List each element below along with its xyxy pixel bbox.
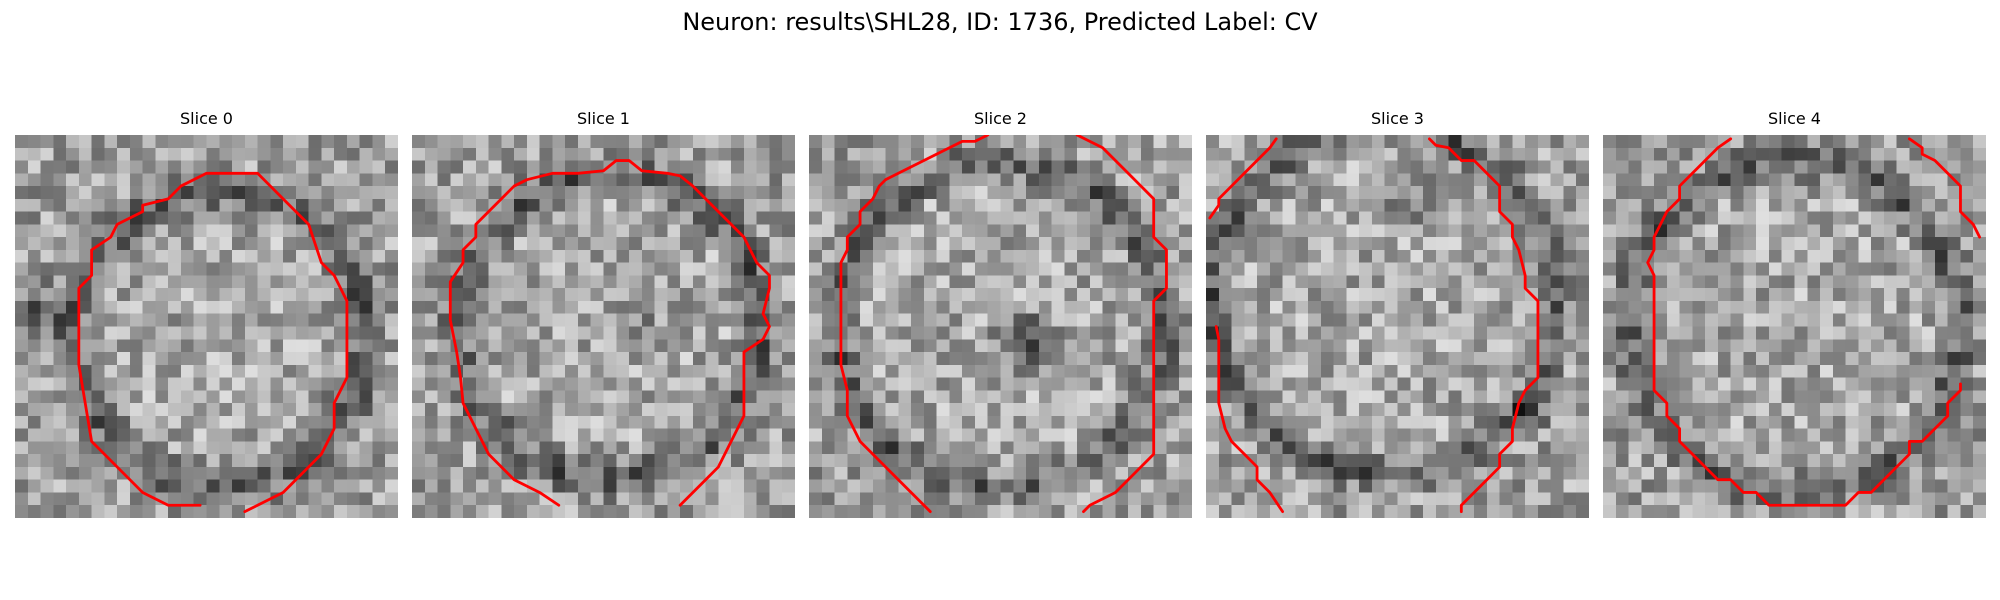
grayscale-pixel-grid	[15, 135, 398, 518]
figure-title: Neuron: results\SHL28, ID: 1736, Predict…	[682, 8, 1318, 36]
slice-title: Slice 3	[1371, 109, 1424, 128]
grayscale-pixel-grid	[412, 135, 795, 518]
segmentation-contour	[1208, 137, 1278, 220]
slice-panel: Slice 4	[1603, 108, 1986, 518]
slice-image	[1603, 135, 1986, 518]
segmentation-contour	[1646, 137, 1962, 507]
segmentation-contour	[77, 171, 349, 514]
slice-title: Slice 0	[180, 109, 233, 128]
slice-panel: Slice 0	[15, 108, 398, 518]
segmentation-contour	[1214, 325, 1285, 514]
slice-image	[15, 135, 398, 518]
slice-title: Slice 2	[974, 109, 1027, 128]
slice-title: Slice 1	[577, 109, 630, 128]
slice-image	[1206, 135, 1589, 518]
slice-title: Slice 4	[1768, 109, 1821, 128]
segmentation-contour	[1907, 137, 1982, 239]
grayscale-pixel-grid	[1206, 135, 1589, 518]
segmentation-contour	[1428, 137, 1540, 514]
grayscale-pixel-grid	[809, 135, 1192, 518]
segmentation-contour	[448, 159, 771, 507]
segmentation-contour	[1075, 135, 1168, 514]
segmentation-contour	[839, 135, 990, 514]
slice-image	[809, 135, 1192, 518]
slice-panel: Slice 1	[412, 108, 795, 518]
slice-image	[412, 135, 795, 518]
slice-panel: Slice 2	[809, 108, 1192, 518]
slice-panel: Slice 3	[1206, 108, 1589, 518]
grayscale-pixel-grid	[1603, 135, 1986, 518]
